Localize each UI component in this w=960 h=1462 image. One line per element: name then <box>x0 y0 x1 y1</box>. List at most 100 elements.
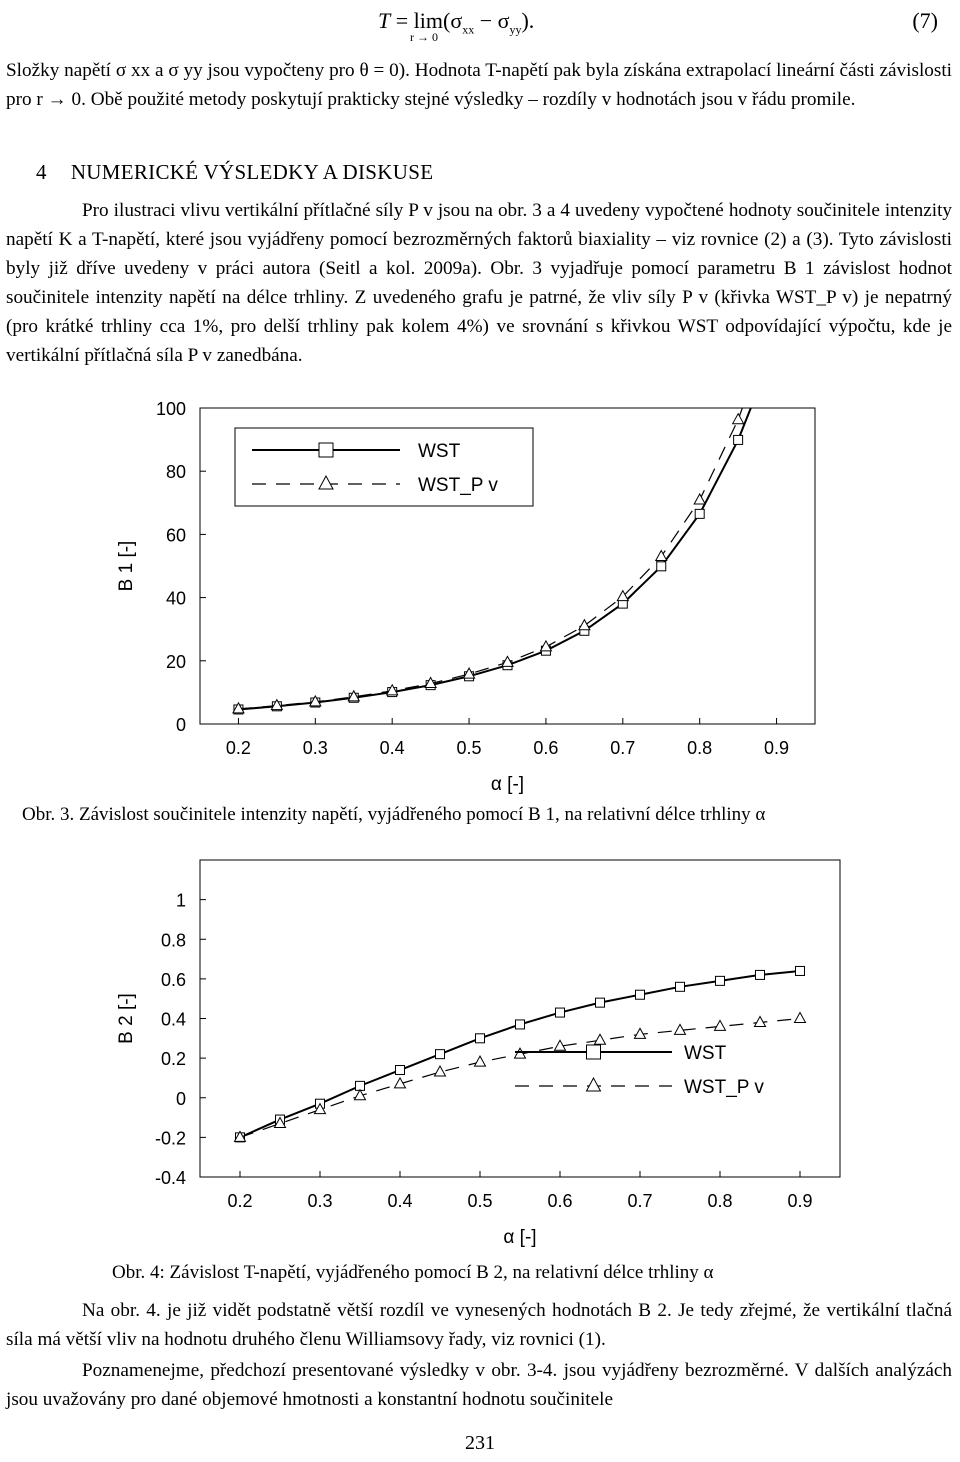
paragraph-1: Složky napětí σ xx a σ yy jsou vypočteny… <box>6 60 952 110</box>
series-group <box>232 408 752 715</box>
y-tick-label: 0 <box>176 1089 186 1109</box>
chart-b1: 0.2 0.3 0.4 0.5 0.6 0.7 0.8 0.9 0 20 40 60 80 100 α [-… <box>116 399 816 795</box>
legend-box <box>234 427 534 507</box>
paragraph-2: Pro ilustraci vlivu vertikální přítlačné… <box>6 200 952 366</box>
data-point-square <box>595 997 605 1008</box>
data-point-triangle <box>539 639 553 652</box>
x-tick-label: 0.2 <box>226 738 251 758</box>
series-group <box>233 965 807 1143</box>
x-tick-label: 0.5 <box>457 738 482 758</box>
legend-label: WST_P v <box>684 1077 764 1098</box>
x-tick-label: 0.3 <box>303 738 328 758</box>
y-tick-label: 60 <box>166 525 186 545</box>
legend-label: WST <box>418 441 461 462</box>
y-tick-label: 0.4 <box>161 1010 186 1030</box>
y-tick-label: 40 <box>166 589 186 609</box>
data-point-square <box>733 434 744 445</box>
x-tick-label: 0.8 <box>707 1191 732 1211</box>
data-point-triangle <box>462 667 476 679</box>
data-point-triangle <box>273 1116 287 1129</box>
data-point-triangle <box>753 1015 767 1027</box>
x-tick-label: 0.2 <box>227 1191 252 1211</box>
legend-marker-square <box>586 1044 601 1060</box>
y-tick-label: -0.4 <box>155 1168 186 1188</box>
x-tick-label: 0.9 <box>787 1191 812 1211</box>
section-number: 4 <box>36 160 47 184</box>
data-point-triangle <box>731 412 745 425</box>
data-point-triangle <box>616 589 630 602</box>
data-point-square <box>395 1065 405 1076</box>
data-point-triangle <box>501 655 514 667</box>
data-point-triangle <box>385 683 399 696</box>
y-tick-label: 1 <box>176 891 186 911</box>
data-point-triangle <box>424 676 437 689</box>
x-tick-label: 0.9 <box>764 738 789 758</box>
data-point-triangle <box>473 1055 487 1067</box>
data-point-square <box>715 975 725 986</box>
equation-rhs: = lim(σ <box>395 8 463 33</box>
y-tick-label: 80 <box>166 462 186 482</box>
plot-frame <box>199 407 816 725</box>
x-tick-label: 0.8 <box>687 738 712 758</box>
data-point-triangle <box>593 1033 607 1045</box>
legend-label: WST_P v <box>418 475 498 496</box>
data-point-triangle <box>693 492 707 505</box>
data-point-square <box>435 1049 445 1060</box>
x-tick-label: 0.4 <box>387 1191 412 1211</box>
data-point-triangle <box>673 1023 687 1035</box>
data-point-triangle <box>313 1102 327 1115</box>
data-point-triangle <box>578 618 591 631</box>
x-tick-label: 0.3 <box>307 1191 332 1211</box>
data-point-triangle <box>793 1011 807 1023</box>
data-point-triangle <box>654 549 668 562</box>
legend-label: WST <box>684 1043 727 1064</box>
data-point-triangle <box>433 1064 447 1077</box>
data-point-square <box>755 969 765 980</box>
data-point-triangle <box>347 689 361 702</box>
data-point-triangle <box>270 698 284 711</box>
x-tick-label: 0.5 <box>467 1191 492 1211</box>
data-point-triangle <box>713 1019 727 1031</box>
equation-sub-yy: yy <box>509 22 522 37</box>
y-tick-label: 0 <box>176 715 186 735</box>
data-point-triangle <box>553 1039 567 1051</box>
equation-minus: − σ <box>474 8 510 33</box>
equation-7: T = lim(σxx − σyy). r → 0 (7) <box>0 4 960 44</box>
paragraph-3: Na obr. 4. je již vidět podstatně větší … <box>6 1300 952 1350</box>
data-point-square <box>675 981 685 992</box>
equation-end: ). <box>521 8 535 33</box>
x-axis-label: α [-] <box>503 1227 536 1248</box>
paragraph-4: Poznamenejme, předchozí presentované výs… <box>6 1360 952 1410</box>
data-point-triangle <box>353 1088 367 1101</box>
legend-marker-square <box>318 442 334 458</box>
y-tick-label: -0.2 <box>155 1128 186 1148</box>
data-point-triangle <box>393 1076 407 1089</box>
equation-number: (7) <box>912 8 938 33</box>
x-tick-label: 0.6 <box>547 1191 572 1211</box>
data-point-square <box>656 561 667 572</box>
data-point-square <box>475 1033 485 1044</box>
page-number: 231 <box>465 1432 495 1454</box>
y-tick-label: 20 <box>166 652 186 672</box>
figure-4-caption: Obr. 4: Závislost T-napětí, vyjádřeného … <box>112 1262 714 1283</box>
x-tick-label: 0.6 <box>533 738 558 758</box>
x-axis-label: α [-] <box>491 774 524 795</box>
data-point-square <box>635 989 645 1000</box>
data-point-square <box>555 1007 565 1018</box>
data-point-triangle <box>232 701 245 714</box>
data-point-triangle <box>233 1130 247 1142</box>
data-point-square <box>515 1019 525 1030</box>
legend-marker-triangle <box>318 474 334 490</box>
section-heading: 4 NUMERICKÉ VÝSLEDKY A DISKUSE <box>36 160 433 185</box>
equation-lhs: T <box>378 8 391 33</box>
y-tick-label: 0.6 <box>161 970 186 990</box>
plot-frame <box>199 859 841 1178</box>
legend-marker-triangle <box>585 1076 602 1092</box>
equation-limit-subscript: r → 0 <box>410 30 438 44</box>
figure-3-caption: Obr. 3. Závislost součinitele intenzity … <box>22 804 766 825</box>
section-title: NUMERICKÉ VÝSLEDKY A DISKUSE <box>70 160 434 184</box>
data-point-triangle <box>633 1027 647 1039</box>
data-point-triangle <box>513 1047 527 1059</box>
data-point-square <box>795 965 805 976</box>
data-point-triangle <box>308 694 322 707</box>
